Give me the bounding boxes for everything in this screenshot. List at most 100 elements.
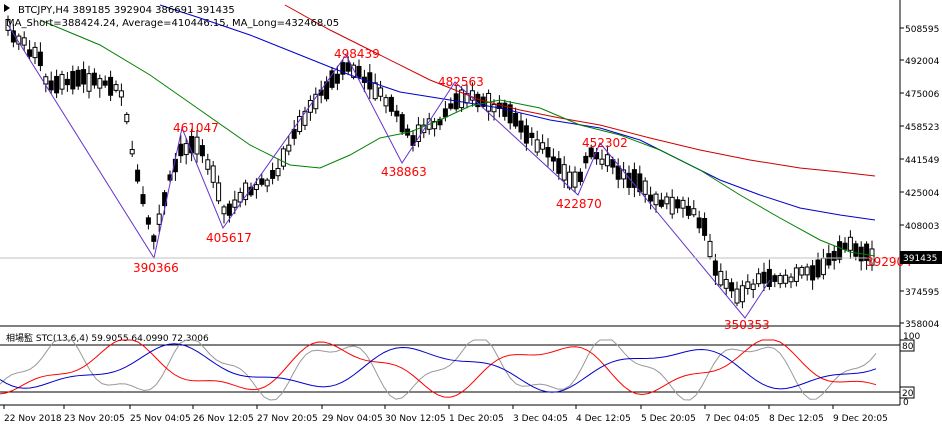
candle-body (102, 80, 108, 86)
candle-body (81, 69, 87, 85)
candle-body (64, 78, 70, 86)
candle-body (178, 143, 184, 157)
time-tick-label: 7 Dec 04:05 (705, 414, 760, 424)
candle-body (194, 136, 200, 155)
candle-body (259, 178, 265, 185)
candle-body (869, 248, 875, 266)
candle-body (307, 99, 313, 113)
price-tick-label: 441549 (905, 156, 940, 166)
price-tick-label: 508595 (905, 25, 939, 35)
candle-body (804, 266, 810, 276)
candle-body (653, 193, 659, 206)
candle-body (750, 283, 756, 290)
candle-body (216, 182, 222, 202)
candle-body (291, 128, 297, 139)
candle-body (572, 171, 578, 188)
candle-body (756, 273, 762, 285)
candle-body (680, 199, 686, 209)
candle-body (583, 155, 589, 164)
candle-body (707, 240, 713, 258)
price-tick-label: 374595 (905, 288, 939, 298)
candle-body (167, 174, 173, 181)
time-tick-label: 5 Dec 20:05 (641, 414, 696, 424)
candle-body (275, 167, 281, 177)
current-price-label: 391435 (903, 254, 937, 264)
price-tick-label: 458523 (905, 123, 939, 133)
ma-average-line (159, 4, 876, 221)
candle-body (610, 159, 616, 168)
candle-body (351, 64, 357, 78)
candle-body (642, 180, 648, 195)
candle-body (604, 154, 610, 167)
symbol-info: BTCJPY,H4 389185 392904 386691 391435 (18, 5, 235, 16)
candle-body (221, 206, 227, 215)
candle-body (189, 135, 195, 154)
candle-body (210, 165, 216, 183)
price-tick-label: 408003 (905, 222, 939, 232)
candle-body (712, 260, 718, 276)
candle-body (545, 147, 551, 158)
stc-axis-20: 20 (902, 389, 914, 399)
candle-body (297, 115, 303, 133)
time-tick-label: 23 Nov 20:05 (64, 414, 125, 424)
stc-axis-100: 100 (903, 332, 920, 342)
candle-body (32, 46, 38, 59)
candle-body (729, 282, 735, 292)
candle-body (70, 71, 76, 90)
time-tick-label: 26 Nov 12:05 (193, 414, 254, 424)
candle-body (761, 271, 767, 284)
candle-body (534, 139, 540, 153)
symbol-arrow-icon (4, 4, 10, 12)
candle-body (702, 218, 708, 236)
candle-body (810, 265, 816, 281)
time-tick-label: 27 Nov 20:05 (257, 414, 318, 424)
candle-body (718, 270, 724, 286)
candle-body (205, 159, 211, 170)
candle-body (696, 217, 702, 229)
candle-body (459, 89, 465, 109)
chart-header: BTCJPY,H4 389185 392904 386691 391435 MA… (4, 4, 339, 29)
candle-body (54, 75, 60, 94)
candle-body (59, 74, 65, 90)
candle-body (513, 112, 519, 127)
candle-body (556, 158, 562, 174)
candle-body (648, 194, 654, 202)
candle-body (766, 268, 772, 287)
candle-body (631, 169, 637, 188)
candle-body (97, 78, 103, 89)
candle-body (831, 250, 837, 261)
zigzag-label: 461047 (173, 121, 219, 135)
candle-body (550, 156, 556, 162)
candle-body (793, 267, 799, 282)
time-tick-label: 8 Dec 12:05 (769, 414, 824, 424)
stc-gray-line (0, 339, 877, 401)
price-tick-label: 475006 (905, 90, 940, 100)
candle-body (561, 164, 567, 181)
price-pane[interactable] (0, 0, 900, 326)
zigzag-label: 405617 (206, 231, 252, 245)
candle-body (156, 213, 162, 225)
candle-body (826, 253, 832, 266)
candle-body (113, 84, 119, 91)
candle-body (16, 35, 22, 45)
candle-body (129, 149, 135, 155)
candle-body (329, 70, 335, 88)
candle-body (334, 73, 340, 84)
price-tick-label: 358004 (905, 320, 940, 330)
candle-body (394, 110, 400, 117)
zigzag-label: 482563 (438, 75, 484, 89)
zigzag-label: 350353 (724, 318, 770, 332)
candle-body (469, 90, 475, 101)
candle-body (691, 208, 697, 216)
time-tick-label: 29 Nov 04:05 (322, 414, 383, 424)
zigzag-label: 452302 (582, 136, 628, 150)
zigzag-label: 422870 (556, 197, 602, 211)
candle-body (183, 143, 189, 156)
candle-body (264, 179, 270, 187)
candle-body (745, 281, 751, 289)
candle-body (739, 285, 745, 303)
candle-body (847, 236, 853, 251)
candle-body (140, 194, 146, 205)
stc-pane[interactable]: 相場監 STC(13,6,4) 59.9055 64.0990 72.3006 … (0, 332, 920, 408)
